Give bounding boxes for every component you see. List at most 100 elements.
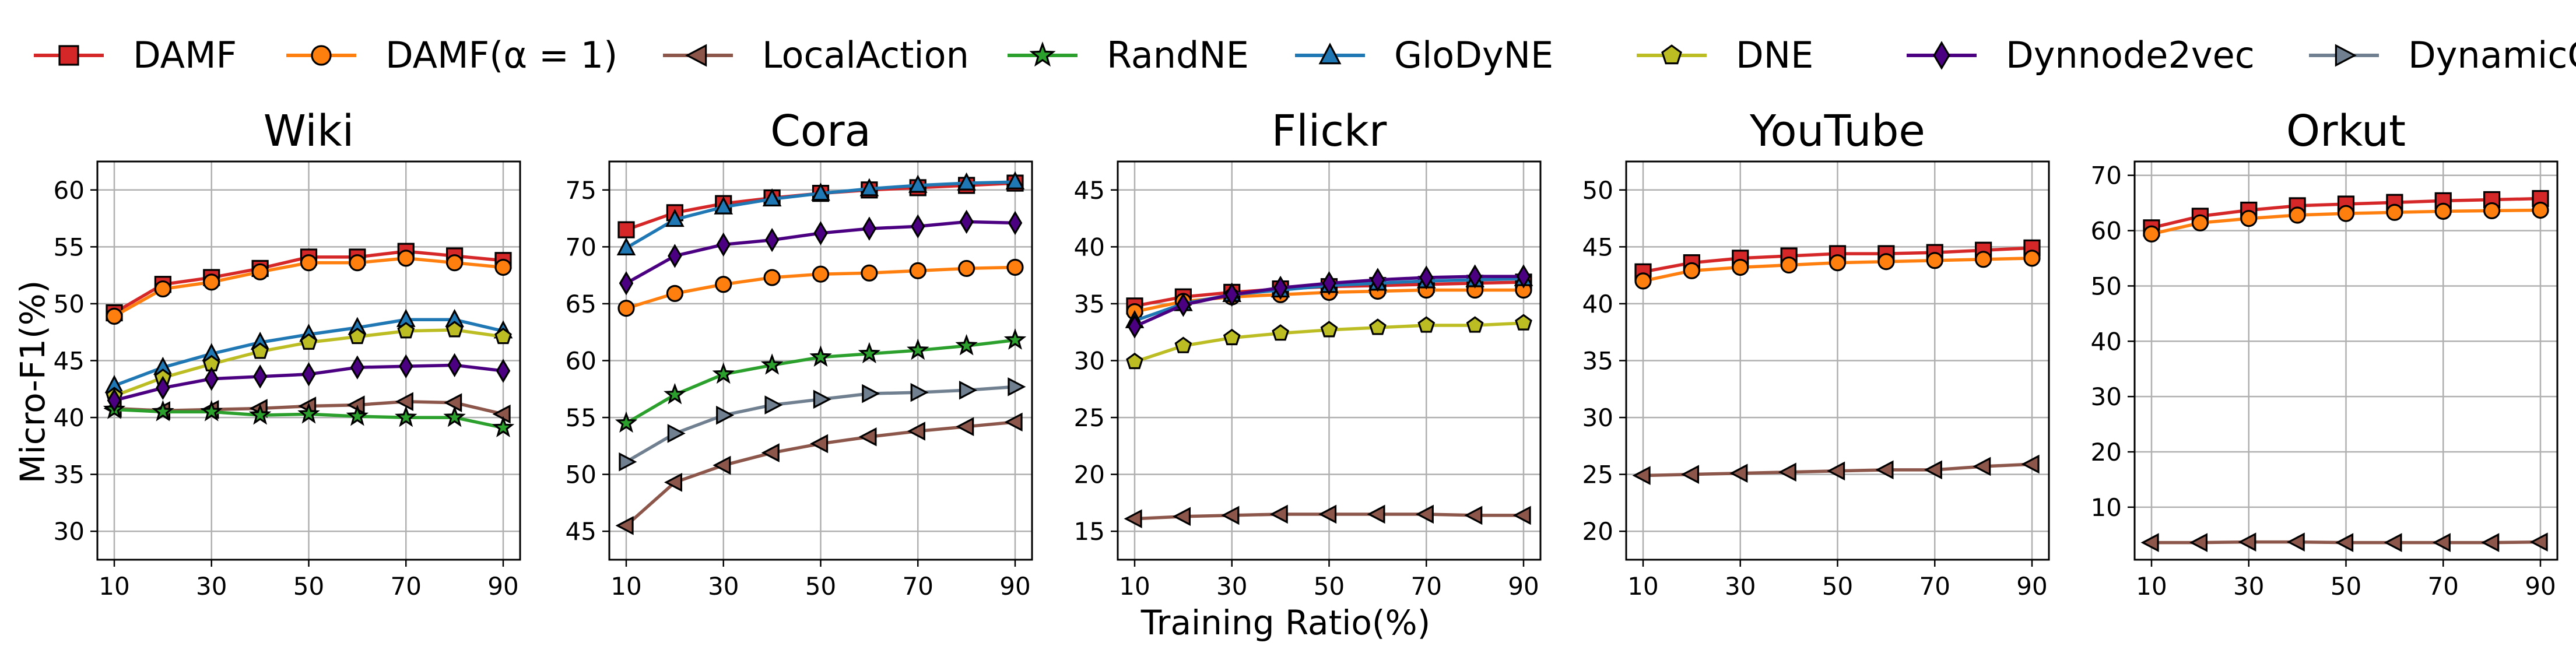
data-point xyxy=(958,259,975,278)
legend-label: LocalAction xyxy=(762,34,969,76)
legend-item-dne: DNE xyxy=(1637,34,1813,76)
data-point xyxy=(1515,314,1532,331)
data-point xyxy=(1464,505,1483,525)
x-tick-label: 10 xyxy=(1119,572,1150,601)
data-point xyxy=(858,342,881,364)
data-point xyxy=(350,355,365,380)
legend-label: GloDyNE xyxy=(1394,34,1553,76)
data-point xyxy=(204,367,219,391)
series-group xyxy=(2140,189,2549,552)
y-tick-label: 50 xyxy=(54,290,85,318)
data-point xyxy=(2529,532,2548,552)
series-randne xyxy=(103,398,515,437)
y-tick-label: 20 xyxy=(2091,438,2122,466)
data-point xyxy=(1272,324,1289,341)
data-point xyxy=(395,405,417,427)
x-tick-label: 50 xyxy=(1822,572,1853,601)
legend-marker-pentagon xyxy=(1661,44,1682,65)
panel-title: YouTube xyxy=(1749,106,1925,156)
series-dynnode2vec xyxy=(107,353,511,413)
y-tick-label: 60 xyxy=(54,176,85,205)
y-tick-label: 20 xyxy=(1582,517,1613,546)
data-point xyxy=(106,307,123,325)
data-point xyxy=(1512,505,1531,525)
data-point xyxy=(615,516,634,535)
data-point xyxy=(494,327,512,345)
x-tick-label: 10 xyxy=(1627,572,1658,601)
legend-marker-square xyxy=(58,45,79,66)
x-axis-label: Training Ratio(%) xyxy=(1140,603,1431,643)
data-point xyxy=(1273,275,1288,300)
data-point xyxy=(859,178,879,196)
legend-label: DAMF xyxy=(133,34,237,76)
y-tick-label: 15 xyxy=(1074,517,1105,546)
data-point xyxy=(760,353,784,375)
data-point xyxy=(349,254,366,272)
data-point xyxy=(297,402,320,424)
data-point xyxy=(1322,271,1336,296)
y-tick-label: 10 xyxy=(2091,493,2122,522)
legend-label: DynamicGEM xyxy=(2408,34,2576,76)
y-tick-label: 70 xyxy=(2091,162,2122,190)
data-point xyxy=(252,364,268,389)
series-localaction xyxy=(1124,504,1531,529)
data-point xyxy=(1369,318,1387,335)
data-point xyxy=(812,265,830,283)
data-point xyxy=(1008,210,1023,236)
data-point xyxy=(617,221,635,238)
y-tick-label: 45 xyxy=(54,347,85,375)
data-point xyxy=(2532,201,2549,219)
data-point xyxy=(1269,504,1288,524)
y-tick-label: 30 xyxy=(1074,347,1105,375)
series-group xyxy=(103,243,515,437)
x-tick-label: 30 xyxy=(708,572,739,601)
series-damf-1 xyxy=(106,250,512,325)
data-point xyxy=(813,389,831,409)
series-dynamicgem xyxy=(619,377,1026,472)
series-dne xyxy=(1126,314,1532,370)
data-point xyxy=(398,354,413,378)
data-point xyxy=(1780,256,1798,274)
data-point xyxy=(1924,460,1942,480)
legend-label: Dynnode2vec xyxy=(2006,34,2255,76)
panel-orkut: 10 30 50 70 90 10 20 30 40 50 60 70 Orkut xyxy=(2091,106,2559,601)
data-point xyxy=(762,188,782,207)
data-point xyxy=(2238,532,2256,552)
panel-youtube: 10 30 50 70 90 20 25 30 35 40 45 50 YouTube xyxy=(1582,106,2050,601)
y-tick-label: 70 xyxy=(566,233,596,261)
data-point xyxy=(957,172,976,191)
x-tick-label: 30 xyxy=(1216,572,1247,601)
data-point xyxy=(251,342,269,359)
data-point xyxy=(1729,464,1748,483)
series-localaction xyxy=(2140,532,2548,552)
data-point xyxy=(1126,352,1143,370)
panel-flickr: 10 30 50 70 90 15 20 25 30 35 40 45 Flickr xyxy=(1074,106,1542,601)
data-point xyxy=(1003,328,1027,350)
data-point xyxy=(615,411,638,433)
data-point xyxy=(715,276,732,293)
data-point xyxy=(1005,171,1025,189)
data-point xyxy=(909,262,926,279)
data-point xyxy=(445,321,464,338)
data-point xyxy=(1683,262,1700,279)
data-point xyxy=(716,405,735,425)
legend-marker-triangle-right xyxy=(2335,44,2357,67)
series-dynnode2vec xyxy=(1127,264,1531,339)
y-tick-label: 40 xyxy=(2091,327,2122,356)
data-point xyxy=(1632,466,1651,485)
data-point xyxy=(1176,293,1191,317)
data-point xyxy=(2189,533,2208,552)
series-group xyxy=(1124,264,1533,529)
x-tick-label: 10 xyxy=(610,572,641,601)
panel-title: Orkut xyxy=(2286,106,2406,156)
series-damf-1 xyxy=(1634,250,2041,290)
x-tick-label: 90 xyxy=(2525,572,2556,601)
data-point xyxy=(1516,264,1531,289)
data-point xyxy=(1680,465,1700,484)
data-point xyxy=(444,393,462,412)
y-tick-label: 45 xyxy=(1582,233,1613,261)
data-point xyxy=(956,417,974,436)
data-point xyxy=(617,300,635,317)
y-tick-label: 60 xyxy=(2091,217,2122,245)
panel-title: Cora xyxy=(770,106,871,156)
